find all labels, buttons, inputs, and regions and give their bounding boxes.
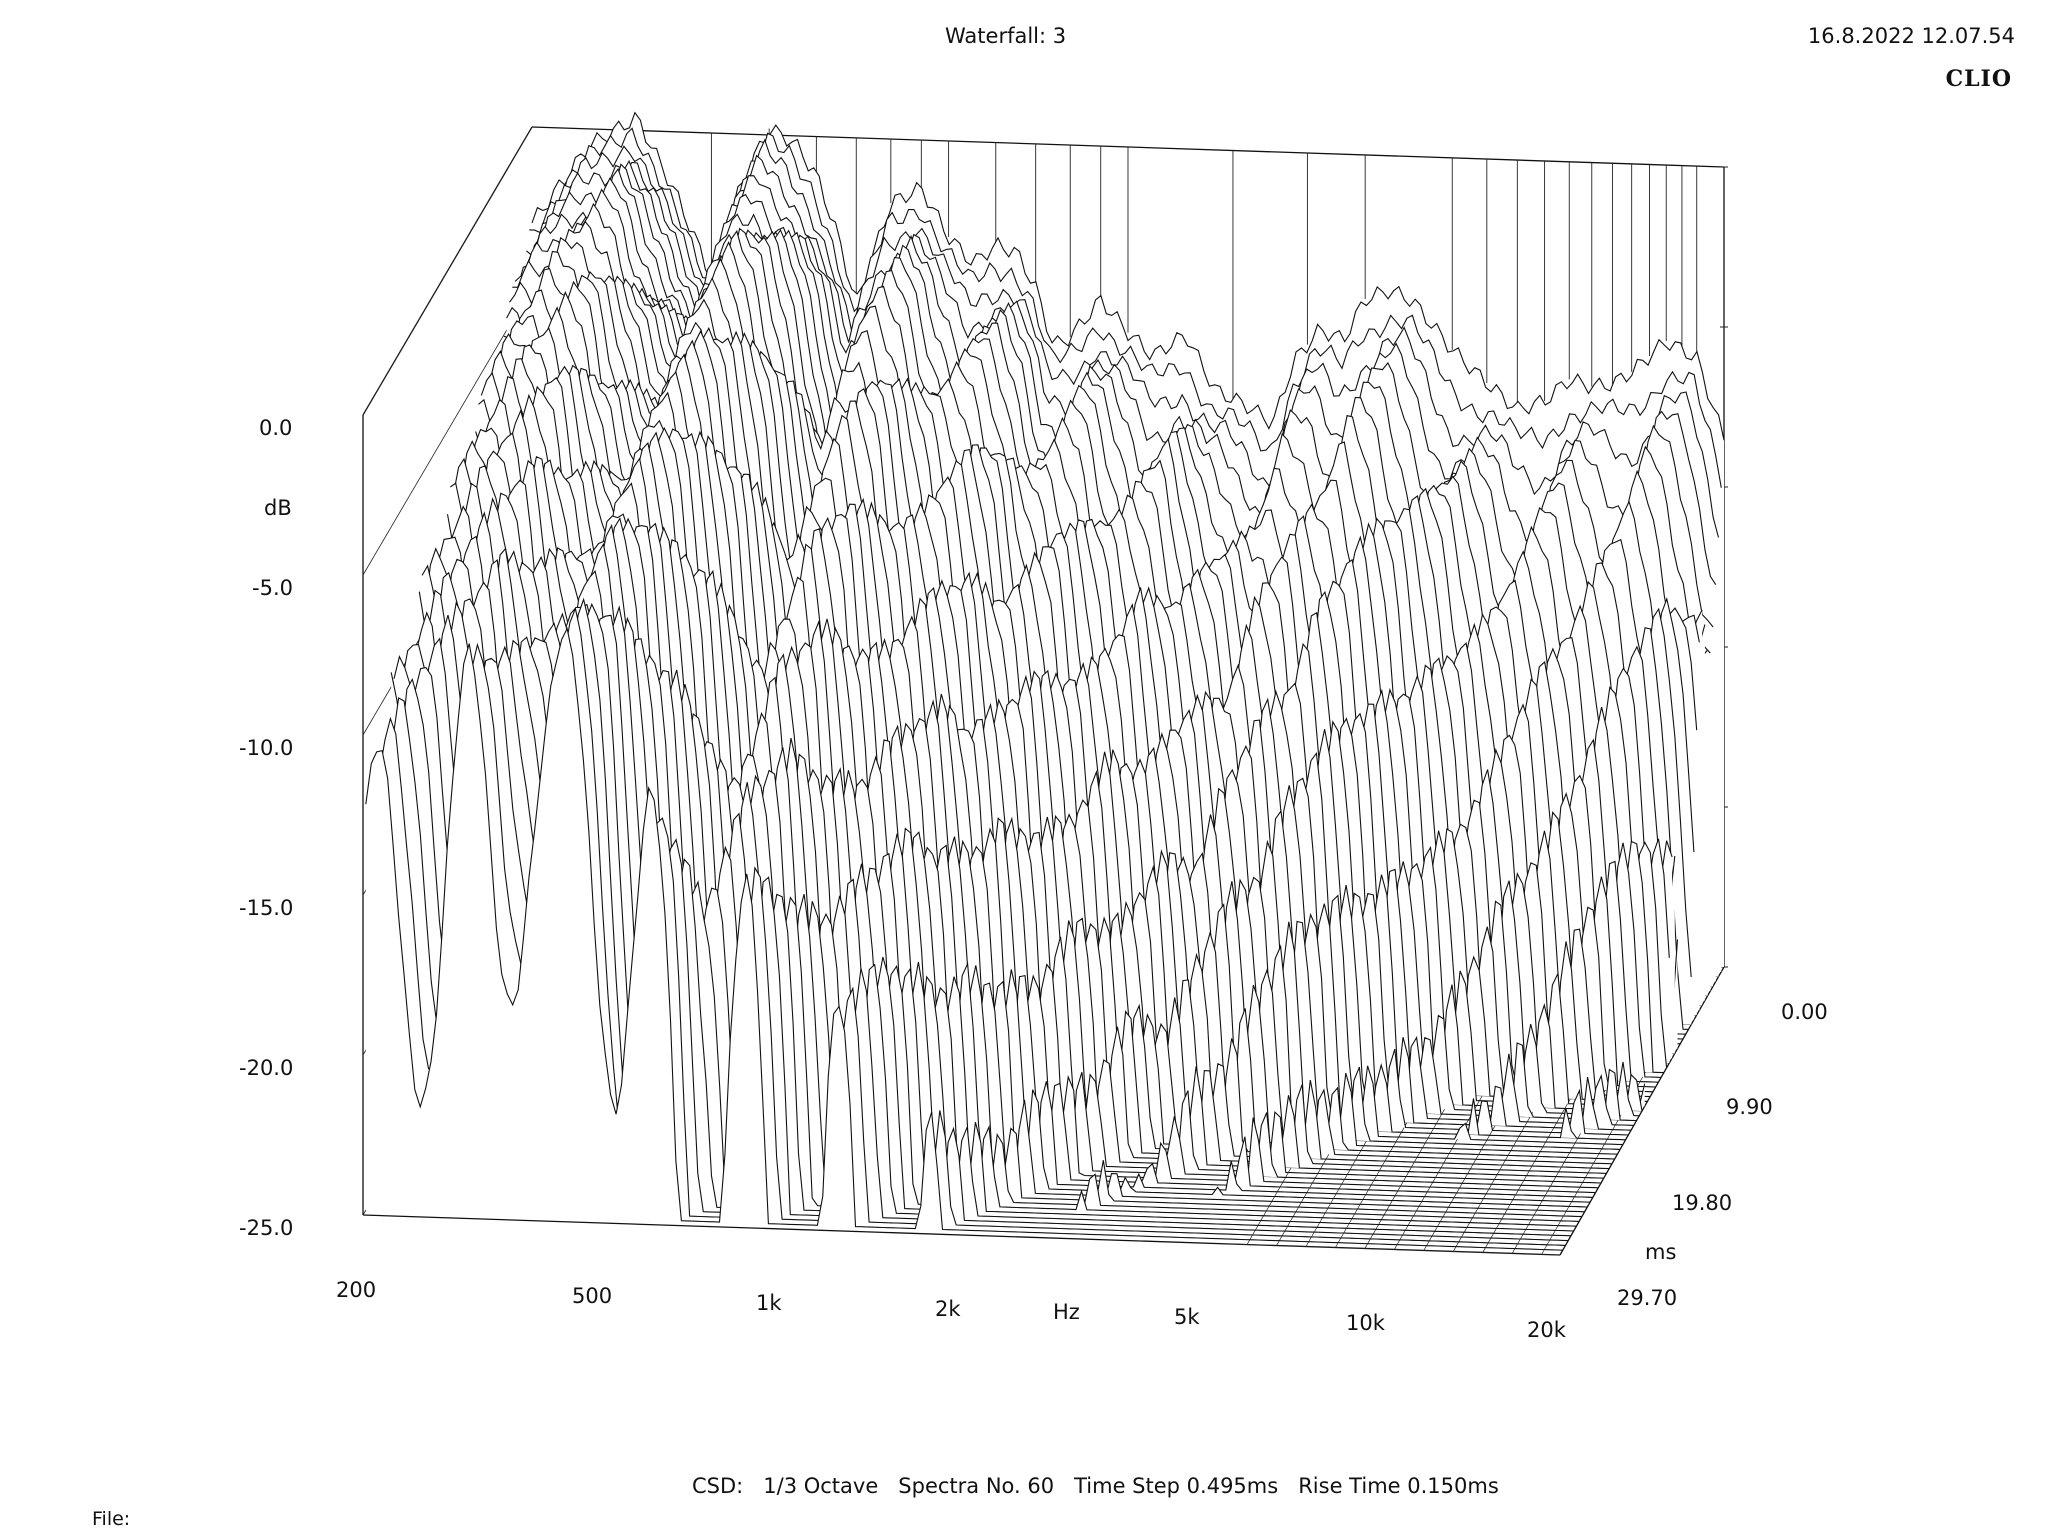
file-label: File: — [92, 1508, 131, 1530]
x-axis-label: Hz — [1053, 1300, 1080, 1324]
y-tick-label: -10.0 — [239, 736, 294, 760]
y-axis-label: dB — [264, 496, 292, 520]
floor-time-line — [1224, 1243, 1561, 1256]
x-tick-label: 5k — [1174, 1305, 1200, 1329]
z-tick-label: 9.90 — [1726, 1095, 1773, 1119]
y-tick-label: -15.0 — [239, 896, 294, 920]
x-tick-label: 1k — [756, 1291, 782, 1315]
brand-logo: CLIO — [1945, 66, 2012, 92]
z-axis-label: ms — [1645, 1240, 1677, 1264]
z-tick-label: 19.80 — [1672, 1191, 1733, 1215]
timestamp: 16.8.2022 12.07.54 — [1807, 24, 2015, 48]
spectrum-slice — [365, 626, 1563, 1251]
chart-title: Waterfall: 3 — [945, 24, 1067, 48]
db-gridline — [362, 286, 533, 576]
y-tick-label: -5.0 — [252, 576, 293, 600]
y-tick-label: -25.0 — [239, 1216, 294, 1240]
db-gridline — [362, 126, 533, 416]
slice-mask — [365, 628, 1563, 1251]
x-tick-label: 10k — [1346, 1311, 1385, 1335]
y-tick-label: 0.0 — [259, 416, 293, 440]
z-tick-label: 0.00 — [1781, 1000, 1828, 1024]
spectra-slices — [365, 111, 1725, 1251]
x-tick-label: 200 — [336, 1278, 377, 1302]
measurement-settings: CSD: 1/3 Octave Spectra No. 60 Time Step… — [692, 1474, 1499, 1498]
z-tick-label: 29.70 — [1617, 1286, 1678, 1310]
x-tick-label: 20k — [1527, 1318, 1566, 1342]
y-tick-label: -20.0 — [239, 1056, 294, 1080]
x-tick-label: 500 — [572, 1284, 613, 1308]
x-tick-label: 2k — [935, 1297, 961, 1321]
